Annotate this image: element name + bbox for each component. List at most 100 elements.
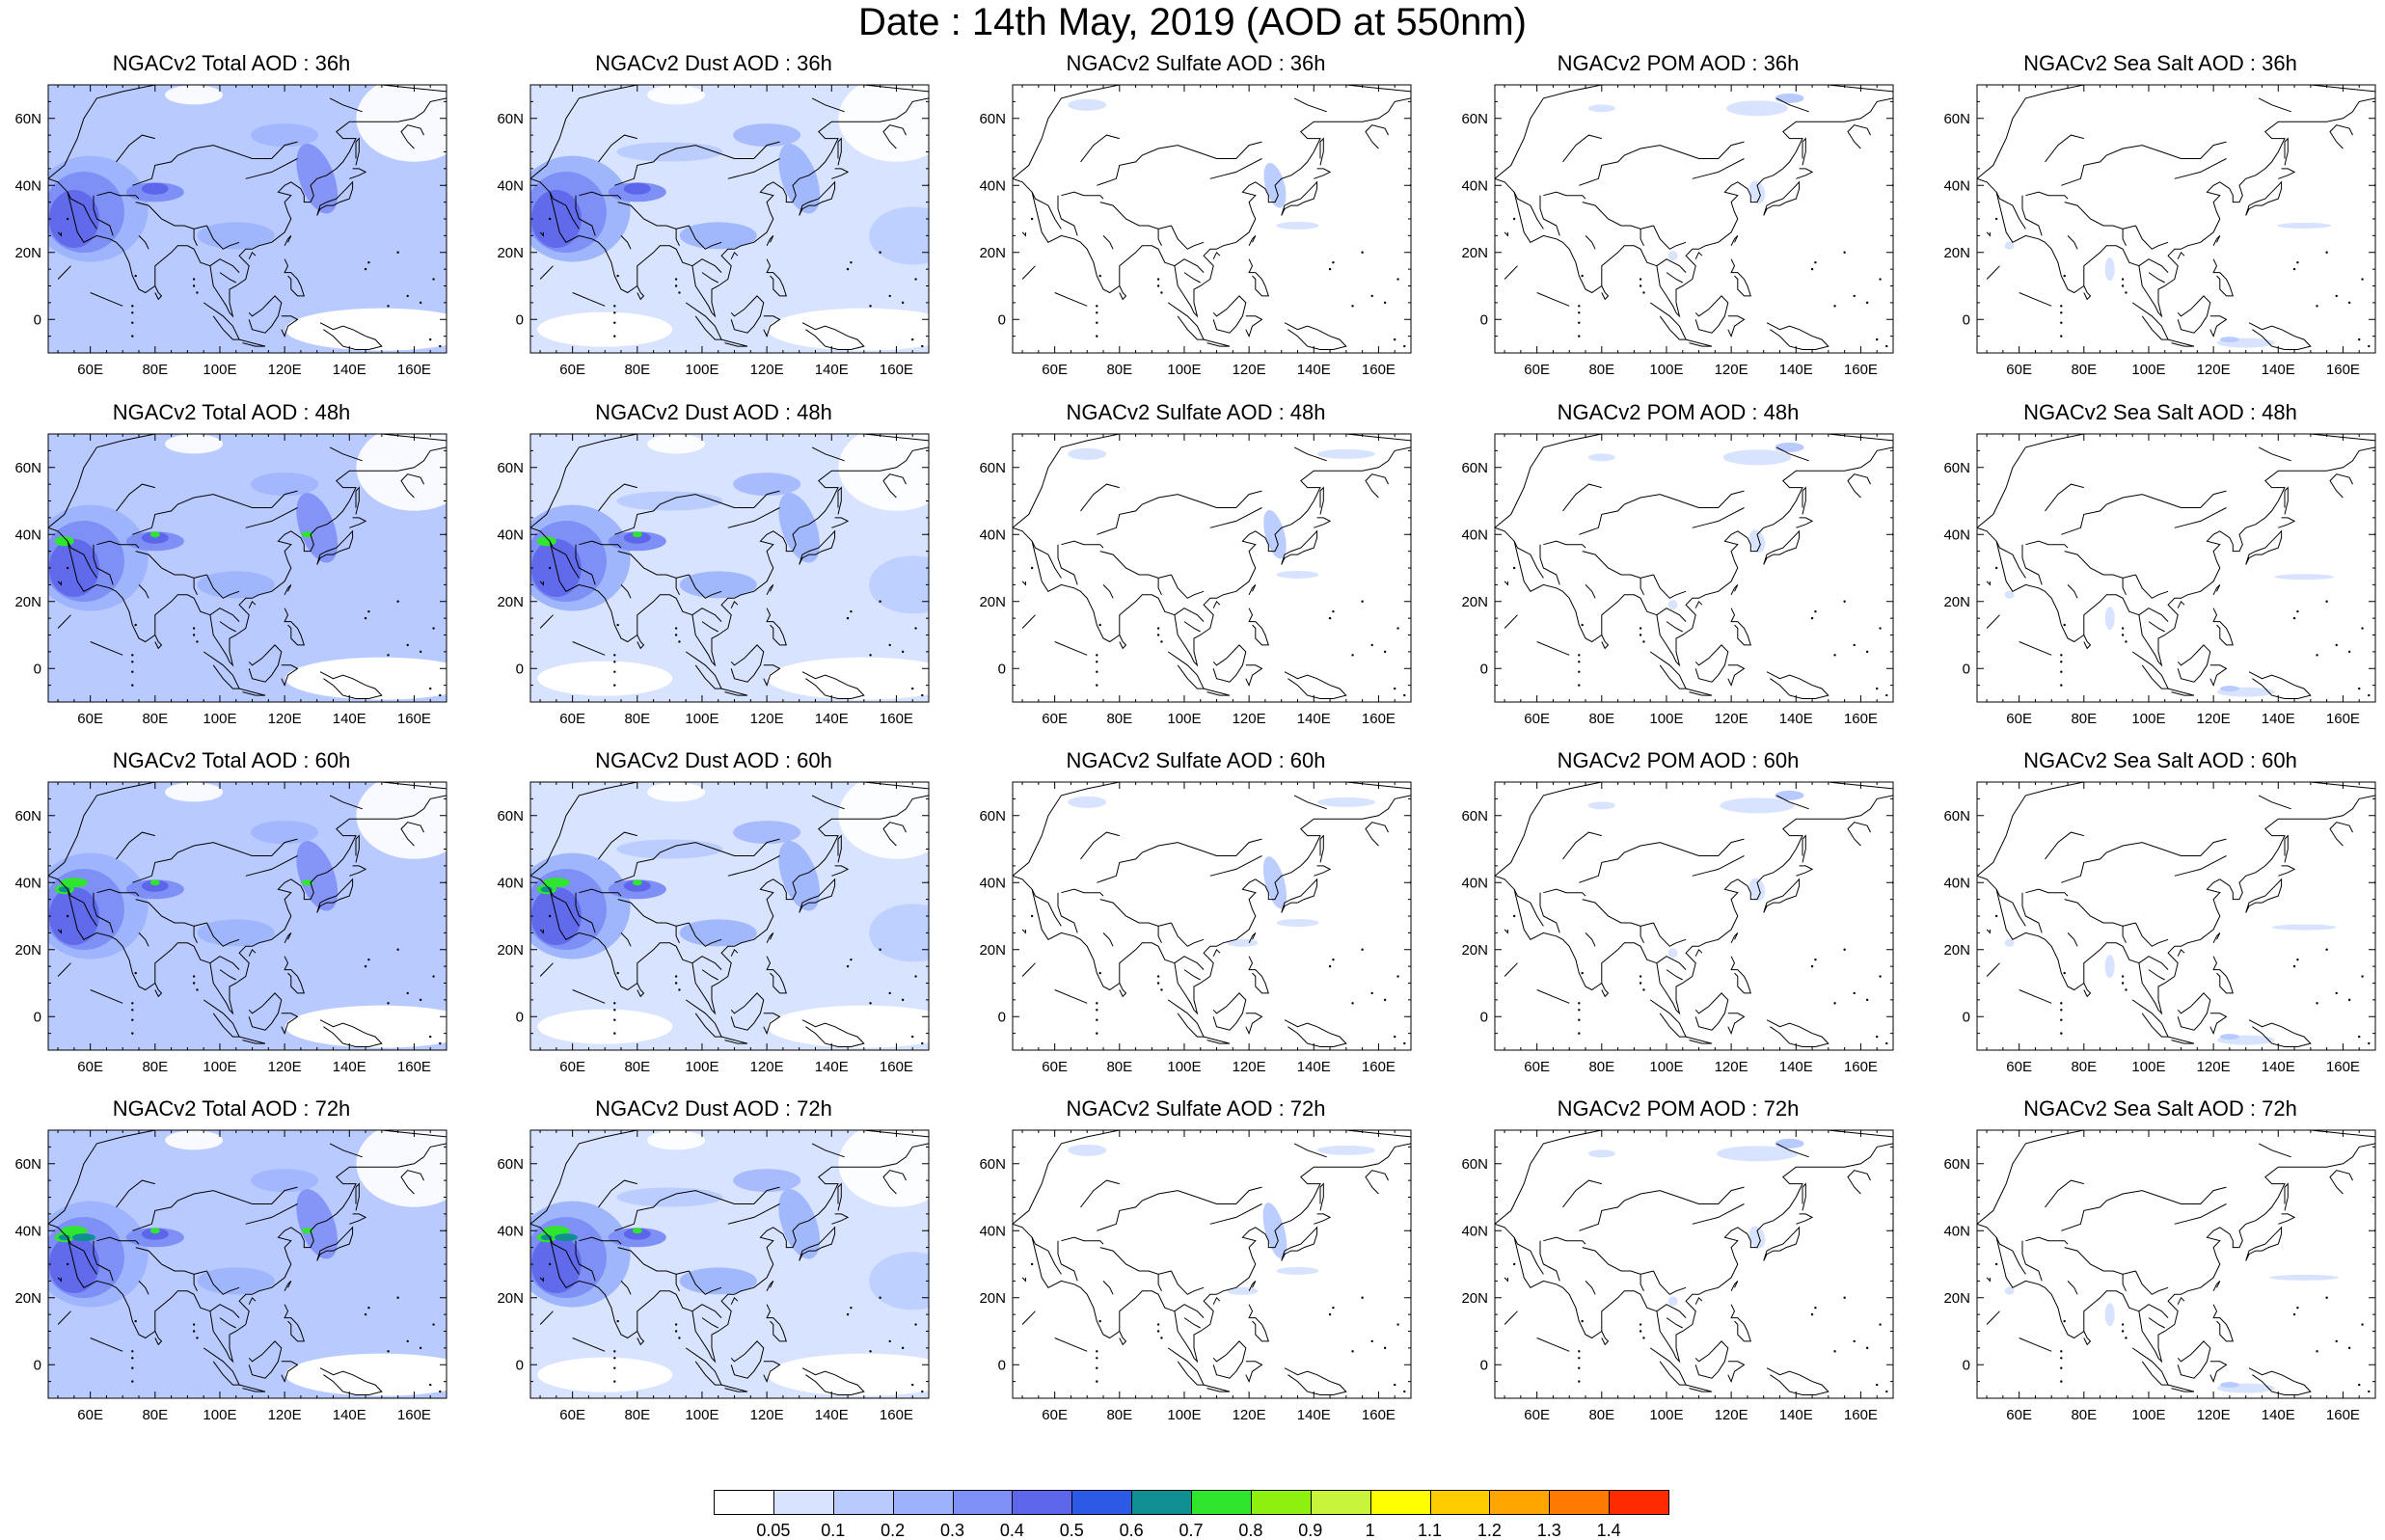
- island-dot: [1578, 311, 1581, 314]
- coastline: [1319, 486, 1324, 515]
- coastline: [1174, 1304, 1205, 1318]
- x-tick-label: 80E: [142, 1059, 168, 1075]
- aod-shading: [2104, 607, 2115, 631]
- x-tick-label: 100E: [203, 1059, 236, 1075]
- coastline: [355, 486, 360, 515]
- map-content: [1977, 434, 2375, 699]
- coastline: [219, 272, 236, 284]
- coastline: [2177, 1296, 2185, 1305]
- coastline: [284, 932, 292, 944]
- coastline: [2174, 855, 2227, 877]
- aod-shading: [869, 904, 929, 962]
- y-tick-label: 60N: [1943, 1156, 1970, 1173]
- x-tick-label: 160E: [1362, 1407, 1396, 1423]
- panel-title: NGACv2 Dust AOD : 60h: [595, 748, 832, 772]
- coastline: [1314, 1213, 1332, 1225]
- coastline: [135, 1247, 207, 1275]
- aod-map: 60E 80E 100E 120E 140E 160E 60N 40N 20N 0: [1943, 1129, 2376, 1423]
- island-dot: [1351, 305, 1354, 308]
- aod-shading: [1748, 878, 1766, 901]
- coastline: [2278, 517, 2296, 528]
- island-dot: [429, 687, 432, 690]
- coastline: [245, 1203, 298, 1225]
- aod-shading: [733, 473, 801, 497]
- coastline: [2148, 272, 2165, 284]
- aod-shading: [1587, 1149, 1615, 1158]
- aod-high-spot: [71, 1233, 95, 1242]
- island-dot: [2125, 1337, 2128, 1339]
- island-dot: [2347, 1346, 2351, 1350]
- coastline: [539, 1310, 554, 1325]
- aod-shading: [1775, 1138, 1804, 1148]
- coastline: [355, 1182, 360, 1211]
- x-tick-label: 160E: [1844, 1407, 1878, 1423]
- map-panel-seasalt-60h: NGACv2 Sea Salt AOD : 60h 60E 80E 100E 120E 1…: [1938, 748, 2382, 1076]
- panel-title: NGACv2 Dust AOD : 72h: [595, 1096, 832, 1121]
- x-tick-label: 60E: [1042, 1407, 1068, 1423]
- coastline: [1847, 822, 1871, 847]
- coastline: [1174, 956, 1205, 970]
- coastline: [2209, 1361, 2228, 1383]
- coastline: [1495, 795, 1893, 1015]
- colorbar-swatch: [832, 1490, 894, 1515]
- colorbar-label: 1: [1365, 1521, 1375, 1540]
- island-dot: [406, 294, 409, 298]
- coastline: [48, 795, 447, 1015]
- coastline: [238, 688, 266, 696]
- coastline: [730, 1296, 739, 1305]
- island-dot: [1578, 1009, 1581, 1012]
- y-tick-label: 60N: [1943, 111, 1970, 127]
- coastline: [2245, 529, 2283, 565]
- island-dot: [1332, 260, 1335, 264]
- coastline: [2064, 899, 2136, 927]
- coastline: [248, 295, 283, 334]
- clean-air-region: [838, 85, 929, 162]
- coastline: [2212, 1304, 2234, 1342]
- aod-shading: [1276, 221, 1319, 230]
- coastline: [1666, 621, 1683, 633]
- coastline: [1097, 838, 1262, 883]
- coastline: [882, 1170, 907, 1195]
- map-panel-dust-72h: NGACv2 Dust AOD : 72h 60E 80E 100E 120E 140E 1…: [492, 1096, 935, 1424]
- map-panel-pom-60h: NGACv2 POM AOD : 60h 60E 80E 100E 120E 140E 16…: [1456, 748, 1900, 1076]
- coastline: [730, 600, 739, 608]
- x-tick-label: 100E: [685, 1059, 718, 1075]
- coastline: [1536, 1337, 1570, 1352]
- coastline: [617, 551, 690, 579]
- coastline: [1666, 272, 1683, 284]
- coastline: [1601, 1331, 1610, 1346]
- x-tick-label: 120E: [2197, 362, 2231, 378]
- island-dot: [1843, 600, 1846, 603]
- island-dot: [131, 1366, 134, 1369]
- coastline: [93, 892, 114, 933]
- coastline: [319, 1019, 383, 1047]
- aod-shading: [1316, 448, 1375, 459]
- coastline: [1057, 1240, 1078, 1282]
- island-dot: [1328, 1312, 1332, 1316]
- island-dot: [1512, 566, 1516, 570]
- coastline: [1685, 1036, 1713, 1044]
- island-dot: [613, 661, 616, 663]
- coastline: [135, 899, 207, 927]
- coastline: [1021, 265, 1036, 280]
- coastline: [1656, 258, 1687, 273]
- coastline: [1775, 446, 1809, 462]
- island-dot: [850, 1306, 853, 1310]
- coastline: [1694, 251, 1703, 259]
- coastline: [284, 258, 305, 297]
- island-dot: [1512, 217, 1516, 221]
- coastline: [135, 551, 207, 579]
- coastline: [116, 1179, 155, 1208]
- island-dot: [1156, 278, 1160, 281]
- y-tick-label: 20N: [14, 942, 41, 959]
- aod-shading: [251, 821, 319, 845]
- map-frame: [1494, 781, 1894, 1051]
- panel-title: NGACv2 Sea Salt AOD : 36h: [2023, 51, 2297, 75]
- map-content: [530, 434, 929, 702]
- coastline: [766, 235, 774, 247]
- aod-shading: [141, 879, 169, 892]
- aod-map: 60E 80E 100E 120E 140E 160E 60N 40N 20N 0: [1461, 781, 1894, 1075]
- coastline: [1649, 302, 1687, 340]
- island-dot: [1160, 988, 1163, 991]
- coastline: [206, 1270, 240, 1295]
